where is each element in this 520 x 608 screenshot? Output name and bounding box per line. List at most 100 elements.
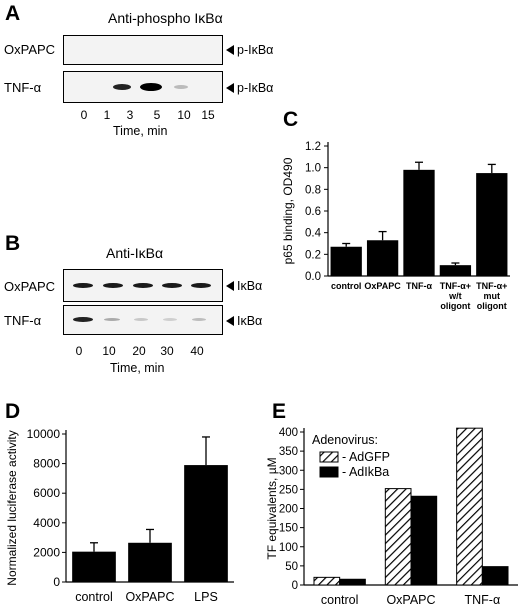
y-tick-label: 10000 <box>27 427 61 441</box>
panel-a-lane-label: 5 <box>153 108 161 122</box>
y-tick-label: 1.2 <box>305 141 321 153</box>
bar <box>439 265 472 276</box>
panel-a-lane-label: 0 <box>80 108 88 122</box>
blot-band <box>162 283 182 288</box>
panel-b-xlabel: Time, min <box>110 361 165 375</box>
panel-e-letter: E <box>272 400 287 423</box>
panel-b-row-label-tnf: TNF-α <box>4 313 42 328</box>
y-tick-label: 0.8 <box>305 184 321 196</box>
y-tick-label: 0.2 <box>305 249 321 261</box>
panel-a-letter: A <box>5 2 21 25</box>
y-tick-label: 1.0 <box>305 163 321 175</box>
y-tick-label: 0 <box>292 580 298 592</box>
bar <box>366 240 399 276</box>
y-tick-label: 400 <box>279 427 298 439</box>
panel-b-title: Anti-IκBα <box>106 245 164 261</box>
blot-band <box>133 283 153 288</box>
blot-band <box>103 283 123 288</box>
x-tick-label: w/t <box>448 291 462 301</box>
panel-a-lane-label: 3 <box>126 108 134 122</box>
bar <box>330 246 362 276</box>
x-tick-label: OxPAPC <box>386 593 435 607</box>
y-tick-label: 0.6 <box>305 206 321 218</box>
y-tick-label: 2000 <box>33 545 60 559</box>
x-tick-label: OxPAPC <box>125 590 174 604</box>
panel-b-blot-oxpapc <box>63 269 223 302</box>
panel-a-lane-label: 1 <box>103 108 111 122</box>
panel-d-chart: 0 2000 4000 6000 8000 10000 control OxPAPC LPS No… <box>5 427 234 604</box>
bar-adgfp <box>384 488 412 586</box>
blot-band <box>140 83 162 91</box>
panel-c-chart: 0.0 0.2 0.4 0.6 0.8 1.0 1.2 control OxPAPC TNF-α T… <box>281 141 510 311</box>
x-tick-label: control <box>331 281 362 291</box>
panel-b-marker-oxpapc: IκBα <box>226 279 262 293</box>
panel-b-lane-label: 40 <box>190 344 204 358</box>
y-axis-title: Normalized luciferase activity <box>5 430 19 585</box>
y-tick-label: 8000 <box>33 457 60 471</box>
x-tick-label: TNF-α <box>406 281 432 291</box>
panel-b-lane-label: 20 <box>132 344 146 358</box>
panel-b-lane-label: 10 <box>102 344 116 358</box>
blot-band <box>192 318 206 321</box>
panel-b-row-label-oxpapc: OxPAPC <box>4 279 56 294</box>
bar <box>403 169 435 276</box>
bar <box>184 465 228 582</box>
bar-adikba <box>410 495 438 586</box>
panel-a-row-label-tnf: TNF-α <box>4 80 42 95</box>
blot-band <box>191 283 211 288</box>
y-tick-label: 350 <box>279 446 298 458</box>
panel-a-marker-oxpapc: p-IκBα <box>226 43 273 57</box>
arrow-left-icon <box>226 281 234 291</box>
y-axis-title: TF equivalents, µM <box>265 457 279 559</box>
panel-a-lane-label: 15 <box>201 108 215 122</box>
panel-b-blot-tnf <box>63 305 223 335</box>
y-tick-label: 0.4 <box>305 228 322 240</box>
arrow-left-icon <box>226 316 234 326</box>
bar-adikba <box>481 566 509 586</box>
panel-b-letter: B <box>5 232 21 255</box>
x-tick-label: TNF-α <box>464 593 500 607</box>
y-tick-label: 0.0 <box>305 271 321 283</box>
arrow-left-icon <box>226 83 234 93</box>
y-tick-label: 4000 <box>33 516 60 530</box>
panel-a-title: Anti-phospho IκBα <box>108 10 223 26</box>
panel-a-lane-label: 10 <box>177 108 191 122</box>
x-tick-label: TNF-α+ <box>440 281 471 291</box>
blot-band <box>73 283 93 288</box>
x-tick-label: TNF-α+ <box>476 281 507 291</box>
panel-b-marker-tnf: IκBα <box>226 314 262 328</box>
legend-label: - AdIkBa <box>342 465 389 479</box>
panel-a-row-label-oxpapc: OxPAPC <box>4 42 56 57</box>
bar-adikba <box>339 578 366 586</box>
y-tick-label: 6000 <box>33 486 60 500</box>
y-axis-title: p65 binding, OD490 <box>281 157 295 264</box>
x-tick-label: OxPAPC <box>364 281 401 291</box>
x-tick-label: LPS <box>194 590 218 604</box>
panel-a-blot-tnf <box>63 71 223 103</box>
bar-adgfp <box>456 427 483 586</box>
panel-c-letter: C <box>283 108 299 131</box>
blot-band <box>113 84 131 90</box>
bar-adgfp <box>313 576 341 586</box>
y-tick-label: 100 <box>279 542 298 554</box>
y-tick-label: 250 <box>279 484 298 496</box>
y-tick-label: 300 <box>279 465 298 477</box>
bar <box>128 542 172 582</box>
arrow-left-icon <box>226 45 234 55</box>
panel-a-marker-tnf: p-IκBα <box>226 81 273 95</box>
panel-e-chart: 0 50 100 150 200 250 300 350 400 control OxPAPC TNF… <box>265 427 518 607</box>
panel-a-blot-oxpapc <box>63 35 223 65</box>
legend-label: - AdGFP <box>342 450 390 464</box>
blot-band <box>134 318 148 321</box>
panel-d-letter: D <box>5 400 21 423</box>
x-tick-label: oligont <box>440 301 470 311</box>
blot-band <box>104 318 120 321</box>
y-tick-label: 200 <box>279 504 298 516</box>
legend-swatch <box>319 466 339 478</box>
legend-title: Adenovirus: <box>312 433 378 447</box>
legend-swatch <box>319 451 339 463</box>
y-tick-label: 150 <box>279 523 298 535</box>
x-tick-label: control <box>75 590 113 604</box>
panel-b-lane-label: 0 <box>75 344 83 358</box>
x-tick-label: oligont <box>477 301 507 311</box>
